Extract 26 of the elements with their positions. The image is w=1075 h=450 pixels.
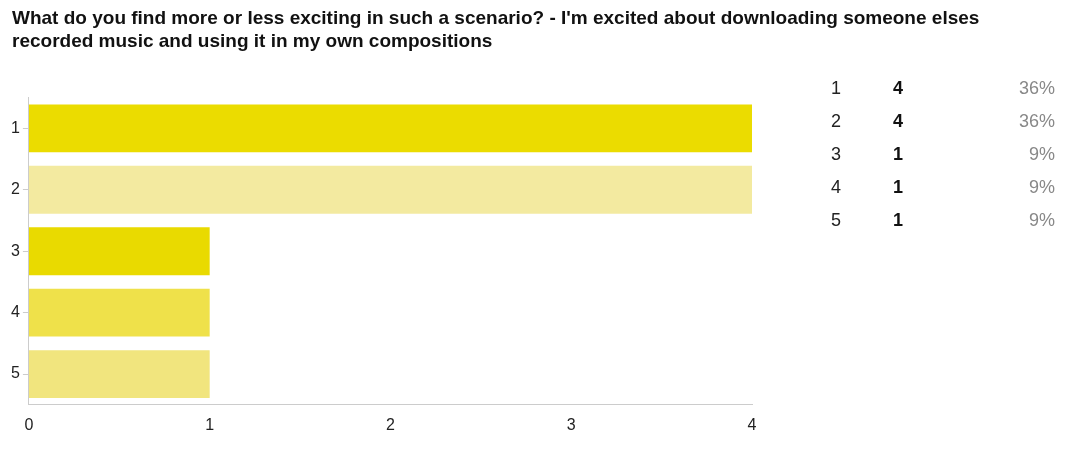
category-label: 1 [893,144,904,164]
y-tick-label: 1 [10,118,20,136]
category-label: 1 [893,177,904,197]
category-label: 2 [831,111,842,131]
text: 36% [1017,77,1056,100]
chart-title: What do you find more or less exciting in such a scenario? - I'm excited about downloading someone elses recorded music and using it in my own compositions [12,7,981,52]
category-label: 5 [831,210,842,230]
category-label: 3 [831,144,842,164]
category-label: 4 [831,177,842,197]
x-tick-label: 4 [747,415,757,433]
x-tick-label: 3 [566,415,576,433]
y-tick-label: 2 [10,180,20,198]
x-tick-label: 1 [205,415,215,433]
x-tick-label: 0 [24,415,34,433]
category-label: 1 [831,78,842,98]
y-tick-label: 4 [10,303,20,321]
text: 9% [1028,143,1056,166]
text: 9% [1028,209,1056,232]
category-label: 4 [893,111,904,131]
y-tick-label: 3 [10,241,20,259]
x-tick-label: 2 [386,415,395,433]
text: 9% [1028,176,1056,199]
y-tick-label: 5 [10,364,20,382]
category-label: 1 [893,210,904,230]
text: 36% [1017,110,1056,133]
category-label: 4 [893,78,904,98]
